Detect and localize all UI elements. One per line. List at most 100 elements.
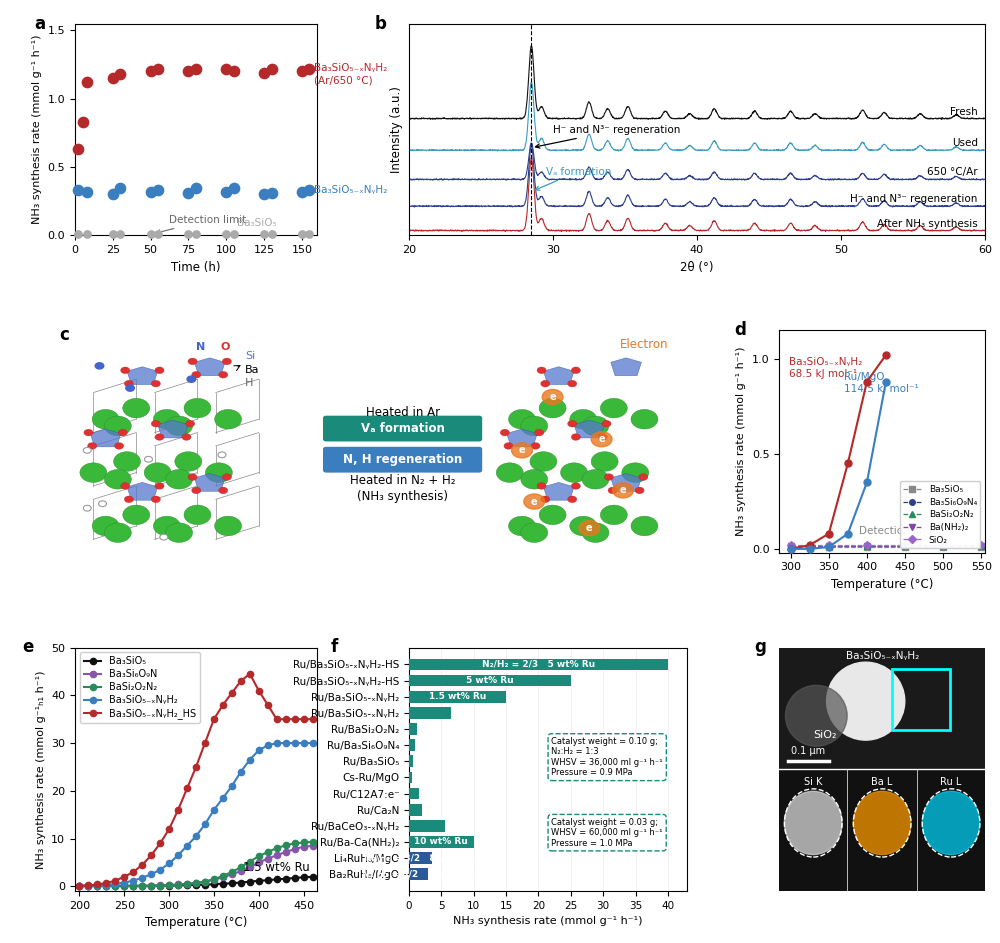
Point — [150, 226, 166, 241]
Point — [188, 61, 204, 76]
Circle shape — [570, 409, 597, 429]
Circle shape — [600, 398, 627, 418]
Circle shape — [186, 421, 195, 427]
Circle shape — [104, 522, 131, 542]
Point — [226, 180, 242, 195]
Text: Ba L: Ba L — [871, 777, 893, 786]
Circle shape — [539, 505, 566, 524]
Point — [79, 184, 95, 199]
Polygon shape — [543, 367, 574, 385]
Point — [70, 183, 86, 198]
Text: 650 °C/Ar: 650 °C/Ar — [927, 168, 978, 177]
Circle shape — [521, 470, 548, 489]
Polygon shape — [574, 421, 605, 438]
Circle shape — [509, 409, 535, 429]
X-axis label: NH₃ synthesis rate (mmol g⁻¹ h⁻¹): NH₃ synthesis rate (mmol g⁻¹ h⁻¹) — [453, 917, 643, 926]
Point — [150, 183, 166, 198]
Text: c: c — [60, 326, 70, 344]
Ellipse shape — [785, 686, 847, 746]
Point — [150, 61, 166, 76]
Circle shape — [188, 473, 197, 480]
Text: O: O — [220, 342, 230, 353]
Circle shape — [537, 483, 546, 489]
Point — [143, 184, 159, 199]
Text: 0.1 μm: 0.1 μm — [791, 746, 825, 756]
Circle shape — [124, 380, 133, 387]
Text: Ru L: Ru L — [940, 777, 962, 786]
Polygon shape — [194, 473, 225, 491]
Circle shape — [155, 483, 164, 489]
Polygon shape — [611, 473, 641, 491]
Circle shape — [218, 452, 226, 457]
Y-axis label: NH₃ synthesis rate (mmol g⁻¹ₕ₁ h⁻¹): NH₃ synthesis rate (mmol g⁻¹ₕ₁ h⁻¹) — [36, 670, 46, 869]
Circle shape — [600, 505, 627, 524]
Text: 10 wt% Ru: 10 wt% Ru — [414, 837, 468, 847]
Circle shape — [537, 367, 546, 373]
Polygon shape — [507, 429, 537, 447]
Circle shape — [155, 434, 164, 440]
Text: e: e — [620, 486, 626, 495]
Bar — [409, 739, 415, 751]
Point — [112, 180, 128, 195]
Circle shape — [602, 421, 611, 427]
Circle shape — [571, 434, 580, 440]
Circle shape — [114, 442, 124, 449]
X-axis label: Temperature (°C): Temperature (°C) — [145, 917, 247, 930]
Circle shape — [92, 409, 119, 429]
Text: Ba₃SiO₅₋ₓNᵧH₂
68.5 kJ mol⁻¹: Ba₃SiO₅₋ₓNᵧH₂ 68.5 kJ mol⁻¹ — [789, 356, 862, 379]
Circle shape — [591, 432, 612, 447]
Circle shape — [222, 473, 231, 480]
Circle shape — [539, 398, 566, 418]
Text: Fresh: Fresh — [950, 107, 978, 117]
Circle shape — [568, 380, 577, 387]
Bar — [409, 755, 413, 767]
Circle shape — [83, 448, 91, 454]
Ellipse shape — [853, 791, 911, 854]
Point — [256, 226, 272, 241]
Point — [79, 74, 95, 90]
Text: Ba₃SiO₅: Ba₃SiO₅ — [237, 218, 276, 228]
Circle shape — [542, 389, 563, 405]
Polygon shape — [90, 429, 121, 447]
Circle shape — [182, 434, 191, 440]
Circle shape — [192, 488, 201, 494]
Point — [256, 187, 272, 202]
X-axis label: Time (h): Time (h) — [171, 260, 221, 273]
Point — [256, 65, 272, 80]
Bar — [779, 769, 985, 891]
Circle shape — [92, 516, 119, 536]
Bar — [409, 771, 412, 784]
Circle shape — [622, 463, 649, 483]
Polygon shape — [611, 357, 641, 375]
Text: Ba: Ba — [245, 365, 260, 374]
Point — [105, 71, 121, 86]
Point — [301, 61, 317, 76]
Point — [294, 226, 310, 241]
Text: Heated in Ar: Heated in Ar — [366, 406, 440, 419]
Circle shape — [118, 429, 127, 436]
Point — [105, 226, 121, 241]
Circle shape — [151, 380, 160, 387]
Text: Vₐ formation: Vₐ formation — [535, 167, 611, 190]
Polygon shape — [158, 421, 188, 438]
Text: e: e — [598, 434, 605, 444]
Point — [79, 226, 95, 241]
Text: Vₐ formation: Vₐ formation — [361, 422, 445, 435]
Circle shape — [84, 429, 93, 436]
Text: e: e — [22, 637, 33, 655]
Text: N₂/H₂ = 3/2   5 wt% Ru: N₂/H₂ = 3/2 5 wt% Ru — [362, 869, 475, 879]
Point — [218, 226, 234, 241]
Legend: Ba₃SiO₅, Ba₃Si₆O₉N, BaSi₂O₂N₂, Ba₃SiO₅₋ₓNᵧH₂, Ba₃SiO₅₋ₓNᵧH₂_HS: Ba₃SiO₅, Ba₃Si₆O₉N, BaSi₂O₂N₂, Ba₃SiO₅₋ₓ… — [80, 653, 200, 722]
Text: (NH₃ synthesis): (NH₃ synthesis) — [357, 490, 448, 504]
Circle shape — [608, 488, 617, 494]
Circle shape — [591, 452, 618, 472]
Circle shape — [219, 488, 228, 494]
Circle shape — [509, 516, 535, 536]
Text: 5 wt% Ru: 5 wt% Ru — [466, 676, 514, 685]
Circle shape — [83, 505, 91, 511]
Point — [105, 187, 121, 202]
Circle shape — [219, 372, 228, 378]
Text: H⁻ and N³⁻ regeneration: H⁻ and N³⁻ regeneration — [535, 125, 680, 148]
Circle shape — [570, 516, 597, 536]
Text: Si: Si — [245, 351, 255, 361]
